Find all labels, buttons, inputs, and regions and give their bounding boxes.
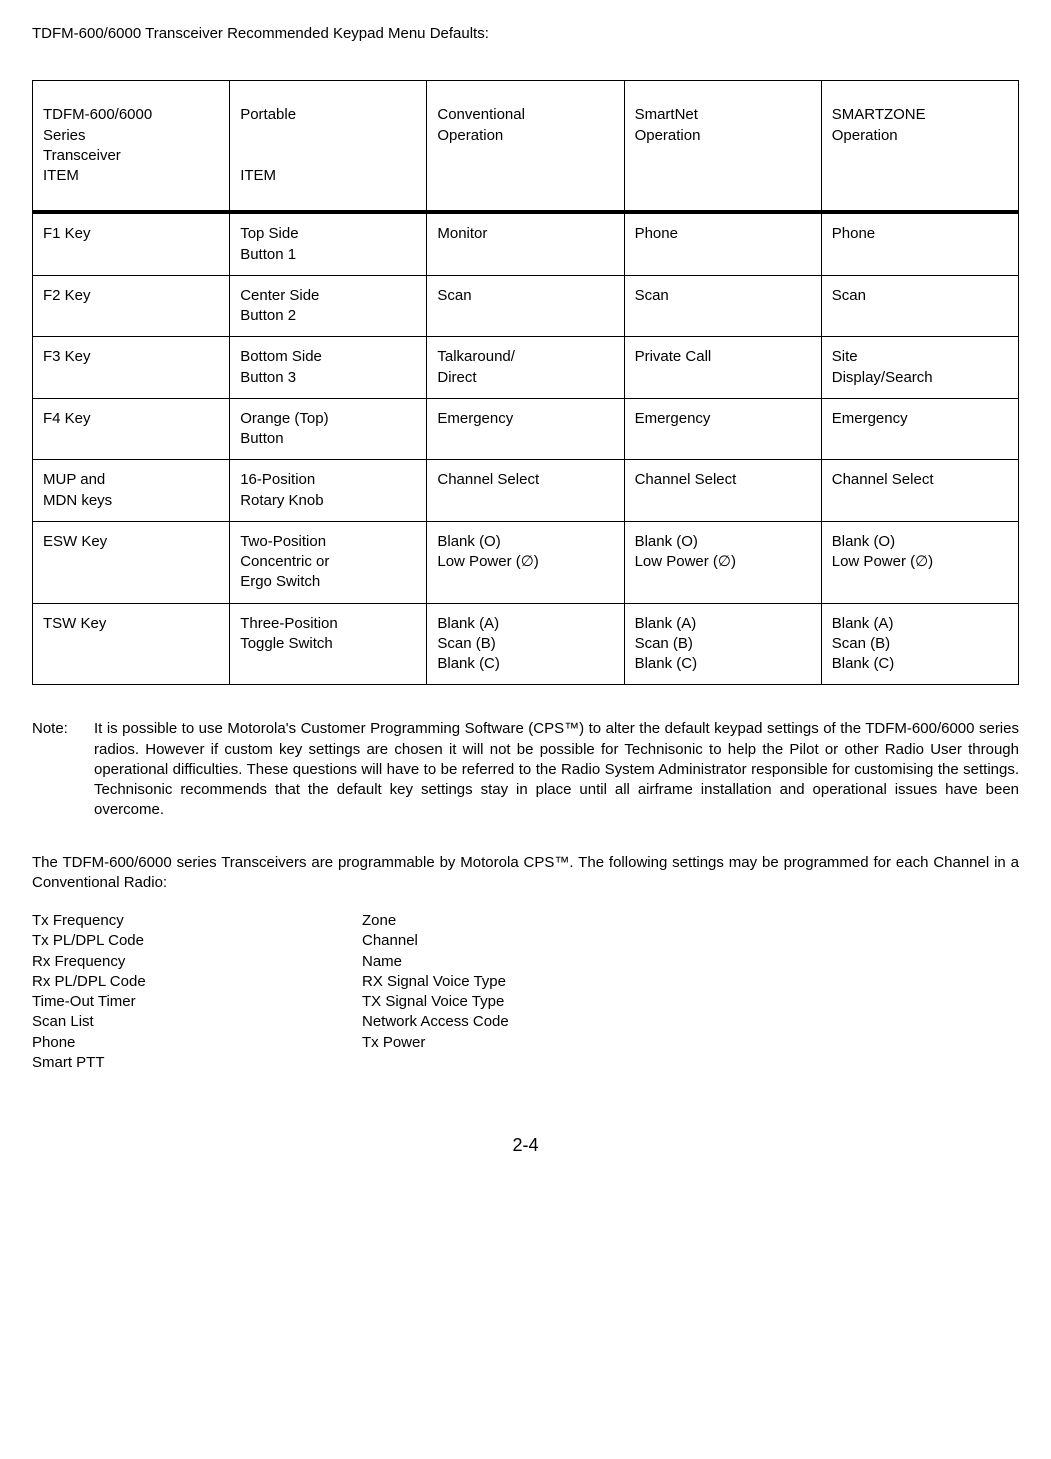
cell: Blank (O) Low Power (∅) (821, 521, 1018, 603)
header-cell: Conventional Operation (427, 81, 624, 213)
table-header: TDFM-600/6000 Series Transceiver ITEM Po… (33, 81, 1019, 213)
cell: Channel Select (624, 460, 821, 522)
paragraph: The TDFM-600/6000 series Transceivers ar… (32, 853, 1019, 894)
list-item: Tx PL/DPL Code (32, 931, 362, 951)
list-item: Tx Power (362, 1033, 692, 1053)
cell: Private Call (624, 337, 821, 399)
cell: Channel Select (821, 460, 1018, 522)
cell: Emergency (624, 398, 821, 460)
cell: Blank (A) Scan (B) Blank (C) (427, 603, 624, 685)
cell: Emergency (427, 398, 624, 460)
list-item: Time-Out Timer (32, 992, 362, 1012)
cell: Channel Select (427, 460, 624, 522)
list-item: Rx Frequency (32, 952, 362, 972)
cell: Top Side Button 1 (230, 212, 427, 275)
note-text: It is possible to use Motorola's Custome… (94, 719, 1019, 820)
table-row: TSW Key Three-Position Toggle Switch Bla… (33, 603, 1019, 685)
cell: Monitor (427, 212, 624, 275)
cell: Bottom Side Button 3 (230, 337, 427, 399)
table-row: F3 Key Bottom Side Button 3 Talkaround/ … (33, 337, 1019, 399)
cell: Emergency (821, 398, 1018, 460)
cell: Blank (A) Scan (B) Blank (C) (624, 603, 821, 685)
header-cell: SmartNet Operation (624, 81, 821, 213)
cell: F1 Key (33, 212, 230, 275)
cell: Scan (821, 275, 1018, 337)
defaults-table: TDFM-600/6000 Series Transceiver ITEM Po… (32, 80, 1019, 685)
header-cell: TDFM-600/6000 Series Transceiver ITEM (33, 81, 230, 213)
cell: Blank (O) Low Power (∅) (427, 521, 624, 603)
cell: Three-Position Toggle Switch (230, 603, 427, 685)
cell: Site Display/Search (821, 337, 1018, 399)
settings-col-2: Zone Channel Name RX Signal Voice Type T… (362, 911, 692, 1073)
cell: F4 Key (33, 398, 230, 460)
list-item: Tx Frequency (32, 911, 362, 931)
cell: TSW Key (33, 603, 230, 685)
header-cell: Portable ITEM (230, 81, 427, 213)
cell: Center Side Button 2 (230, 275, 427, 337)
settings-columns: Tx Frequency Tx PL/DPL Code Rx Frequency… (32, 911, 1019, 1073)
table-row: F4 Key Orange (Top) Button Emergency Eme… (33, 398, 1019, 460)
cell: 16-Position Rotary Knob (230, 460, 427, 522)
cell: Blank (O) Low Power (∅) (624, 521, 821, 603)
list-item: Name (362, 952, 692, 972)
list-item: Channel (362, 931, 692, 951)
cell: F2 Key (33, 275, 230, 337)
list-item: TX Signal Voice Type (362, 992, 692, 1012)
cell: Scan (624, 275, 821, 337)
list-item: Rx PL/DPL Code (32, 972, 362, 992)
list-item: RX Signal Voice Type (362, 972, 692, 992)
header-cell: SMARTZONE Operation (821, 81, 1018, 213)
list-item: Phone (32, 1033, 362, 1053)
table-row: ESW Key Two-Position Concentric or Ergo … (33, 521, 1019, 603)
cell: ESW Key (33, 521, 230, 603)
cell: Talkaround/ Direct (427, 337, 624, 399)
cell: Orange (Top) Button (230, 398, 427, 460)
page-title: TDFM-600/6000 Transceiver Recommended Ke… (32, 24, 1019, 44)
page-number: 2-4 (32, 1133, 1019, 1157)
table-row: F1 Key Top Side Button 1 Monitor Phone P… (33, 212, 1019, 275)
cell: Blank (A) Scan (B) Blank (C) (821, 603, 1018, 685)
note-label: Note: (32, 719, 94, 820)
note-block: Note: It is possible to use Motorola's C… (32, 719, 1019, 820)
table-row: F2 Key Center Side Button 2 Scan Scan Sc… (33, 275, 1019, 337)
cell: Two-Position Concentric or Ergo Switch (230, 521, 427, 603)
cell: Phone (624, 212, 821, 275)
list-item: Network Access Code (362, 1012, 692, 1032)
cell: F3 Key (33, 337, 230, 399)
table-row: MUP and MDN keys 16-Position Rotary Knob… (33, 460, 1019, 522)
cell: MUP and MDN keys (33, 460, 230, 522)
settings-col-1: Tx Frequency Tx PL/DPL Code Rx Frequency… (32, 911, 362, 1073)
list-item: Scan List (32, 1012, 362, 1032)
cell: Phone (821, 212, 1018, 275)
list-item: Smart PTT (32, 1053, 362, 1073)
list-item: Zone (362, 911, 692, 931)
cell: Scan (427, 275, 624, 337)
